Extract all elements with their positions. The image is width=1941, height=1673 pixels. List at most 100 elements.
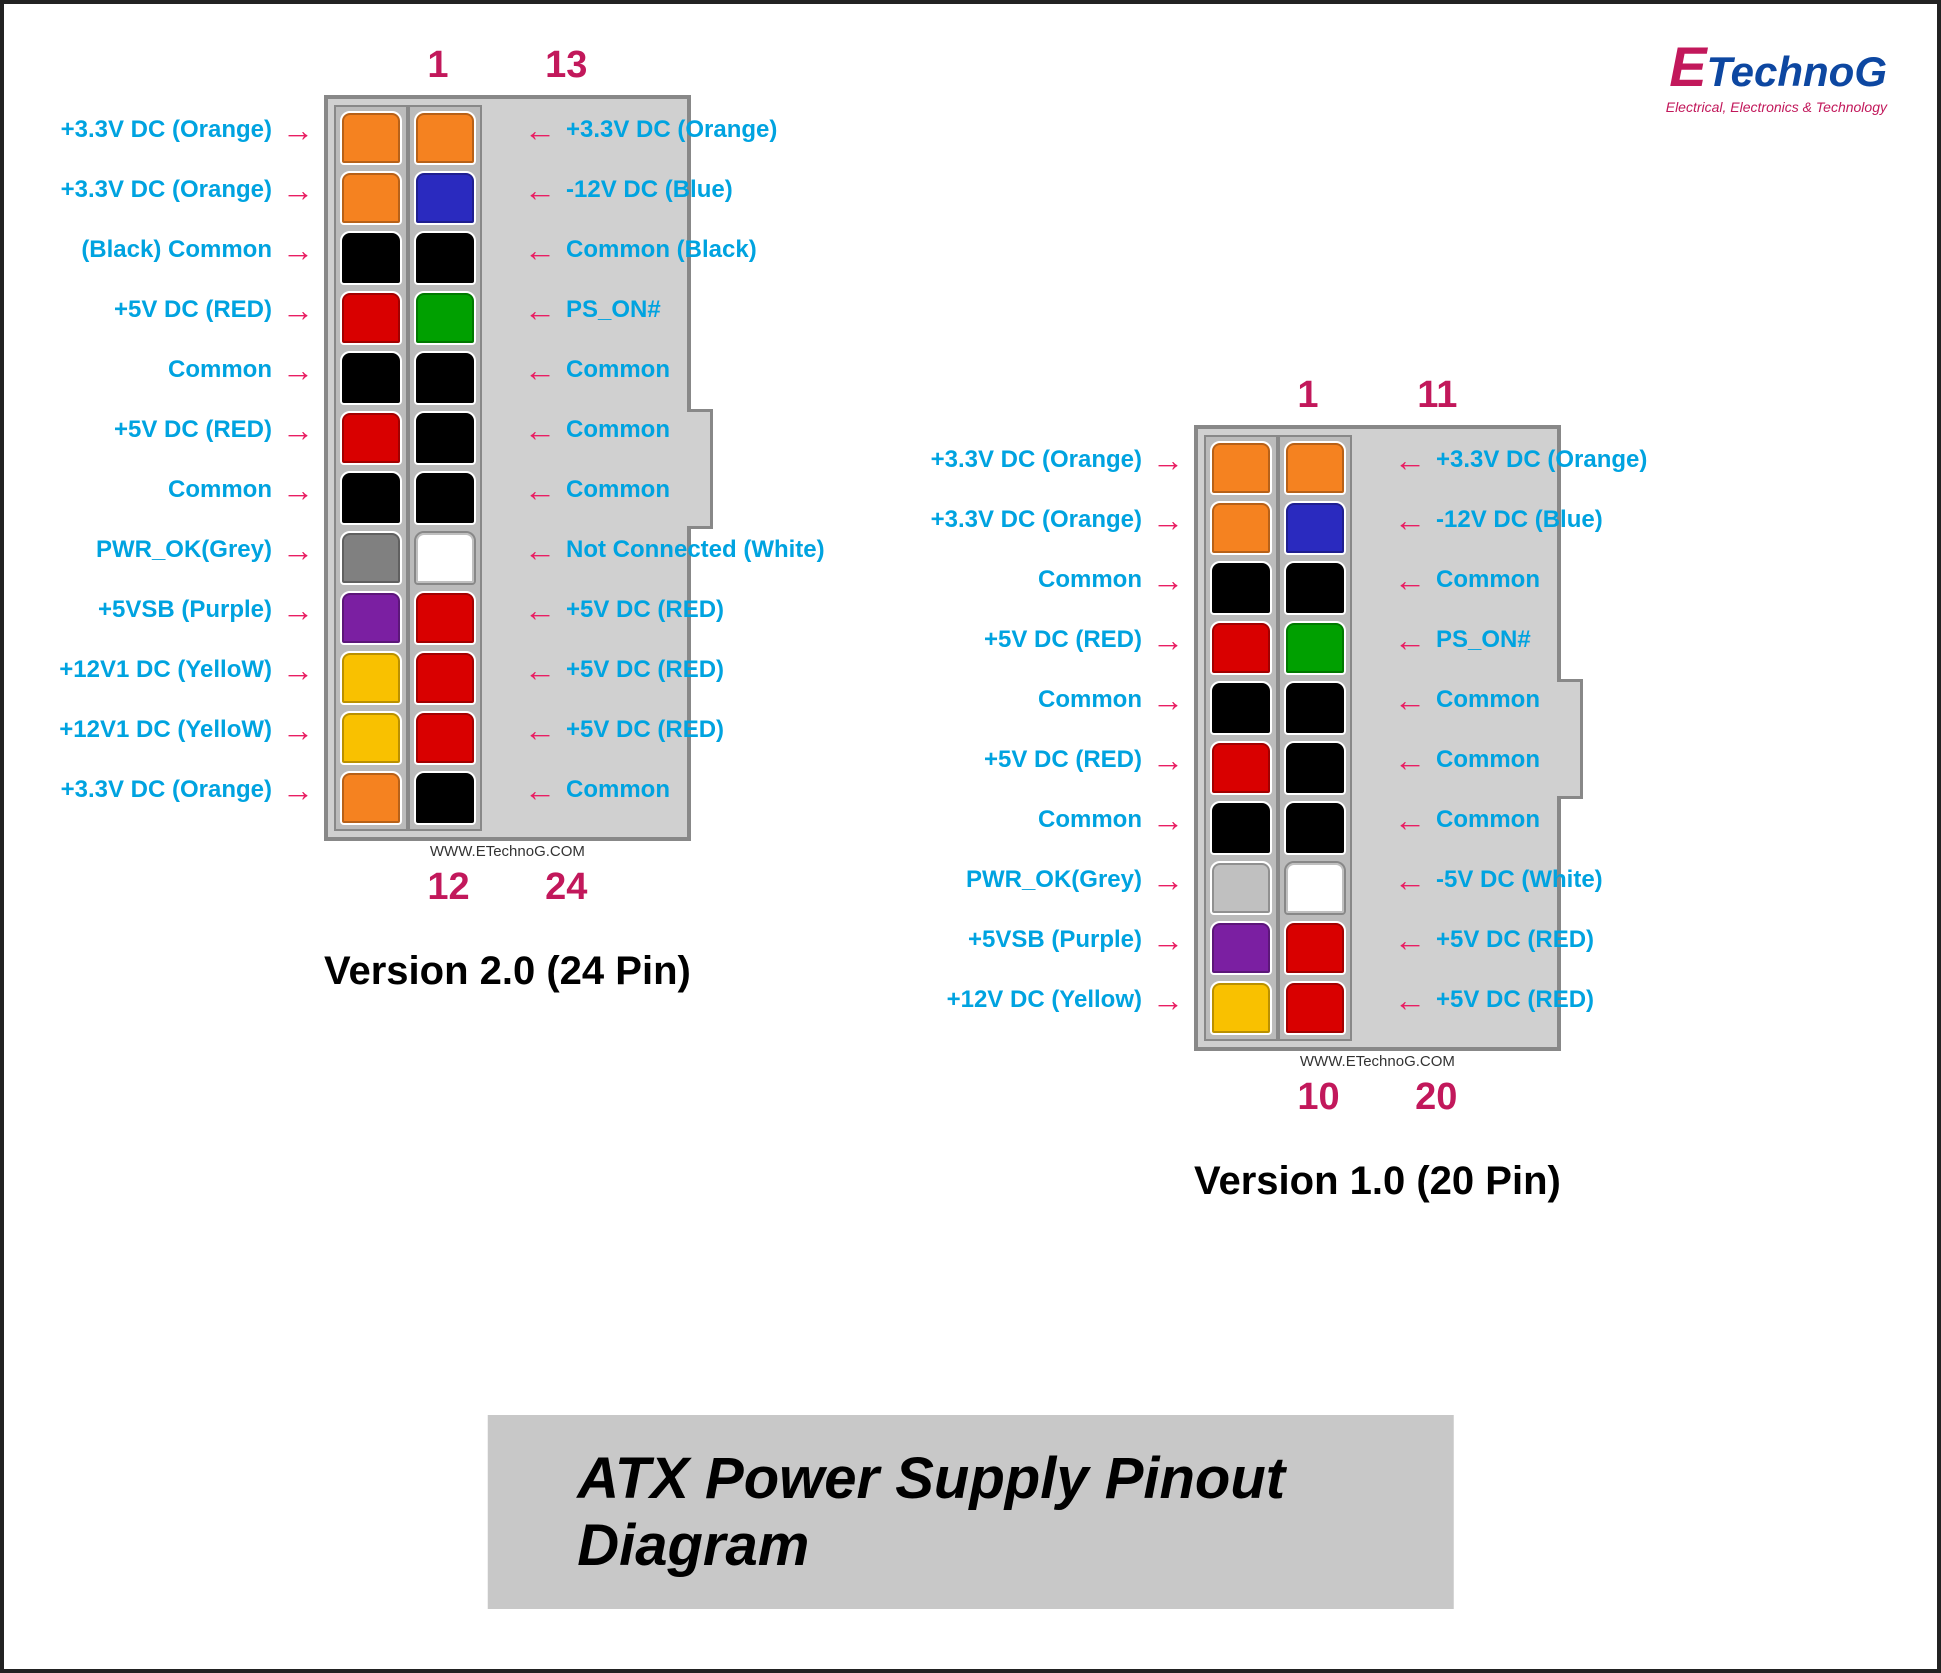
arrow-right-icon: → bbox=[282, 774, 314, 806]
pin-number-bot-left: 12 bbox=[427, 866, 469, 909]
pin bbox=[340, 231, 402, 285]
arrow-left-icon: ← bbox=[524, 414, 556, 446]
label-row: +5V DC (RED)→ bbox=[884, 610, 1184, 670]
connector-20pin-block: 1 11 +3.3V DC (Orange)→+3.3V DC (Orange)… bbox=[1194, 374, 1561, 1204]
arrow-left-icon: ← bbox=[524, 114, 556, 146]
pin bbox=[1210, 501, 1272, 555]
pin-number-top-right: 13 bbox=[545, 44, 587, 87]
pin-label: +5V DC (RED) bbox=[566, 716, 724, 744]
bottom-pin-numbers: 10 20 bbox=[1297, 1076, 1457, 1119]
label-row: ←+3.3V DC (Orange) bbox=[524, 100, 825, 160]
arrow-right-icon: → bbox=[282, 474, 314, 506]
top-pin-numbers: 1 13 bbox=[427, 44, 587, 87]
pin-label: Common bbox=[1436, 746, 1540, 774]
pin bbox=[414, 471, 476, 525]
arrow-left-icon: ← bbox=[524, 234, 556, 266]
label-row: +5V DC (RED)→ bbox=[14, 280, 314, 340]
pin bbox=[1284, 861, 1346, 915]
arrow-right-icon: → bbox=[1152, 864, 1184, 896]
arrow-right-icon: → bbox=[282, 354, 314, 386]
pin-label: Common bbox=[566, 416, 670, 444]
main-title-box: ATX Power Supply Pinout Diagram bbox=[487, 1415, 1454, 1609]
arrow-left-icon: ← bbox=[1394, 684, 1426, 716]
pin bbox=[414, 711, 476, 765]
pin-number-bot-left: 10 bbox=[1297, 1076, 1339, 1119]
version-title: Version 2.0 (24 Pin) bbox=[324, 949, 691, 994]
arrow-left-icon: ← bbox=[1394, 864, 1426, 896]
pin bbox=[1284, 621, 1346, 675]
pin-label: +12V1 DC (YelloW) bbox=[59, 656, 272, 684]
pin-label: (Black) Common bbox=[81, 236, 272, 264]
arrow-left-icon: ← bbox=[1394, 984, 1426, 1016]
pin-number-top-left: 1 bbox=[427, 44, 448, 87]
pin-label: +3.3V DC (Orange) bbox=[931, 446, 1142, 474]
pin-label: +3.3V DC (Orange) bbox=[931, 506, 1142, 534]
main-title: ATX Power Supply Pinout Diagram bbox=[577, 1445, 1364, 1579]
pin bbox=[1284, 741, 1346, 795]
arrow-right-icon: → bbox=[282, 714, 314, 746]
pin-label: Common (Black) bbox=[566, 236, 757, 264]
pin-label: +5V DC (RED) bbox=[984, 746, 1142, 774]
pin bbox=[1210, 741, 1272, 795]
arrow-right-icon: → bbox=[282, 114, 314, 146]
pin-label: +3.3V DC (Orange) bbox=[1436, 446, 1647, 474]
pin-label: +12V1 DC (YelloW) bbox=[59, 716, 272, 744]
pin bbox=[1284, 441, 1346, 495]
arrow-right-icon: → bbox=[1152, 804, 1184, 836]
label-row: ←Common bbox=[1394, 790, 1647, 850]
label-row: ←Common bbox=[1394, 670, 1647, 730]
watermark-text: WWW.ETechnoG.COM bbox=[324, 843, 691, 860]
pin bbox=[414, 651, 476, 705]
label-row: +12V1 DC (YelloW)→ bbox=[14, 640, 314, 700]
pin bbox=[414, 111, 476, 165]
pin bbox=[340, 171, 402, 225]
pin bbox=[414, 771, 476, 825]
pin-number-bot-right: 24 bbox=[545, 866, 587, 909]
label-row: +3.3V DC (Orange) → bbox=[884, 490, 1184, 550]
arrow-right-icon: → bbox=[282, 174, 314, 206]
pin bbox=[1210, 981, 1272, 1035]
pin bbox=[1210, 441, 1272, 495]
pin bbox=[1284, 801, 1346, 855]
label-row: ←-5V DC (White) bbox=[1394, 850, 1647, 910]
arrow-right-icon: → bbox=[1152, 924, 1184, 956]
pin-label: +5V DC (RED) bbox=[566, 656, 724, 684]
arrow-right-icon: → bbox=[282, 294, 314, 326]
label-row: ← Common bbox=[524, 400, 825, 460]
labels-left: +3.3V DC (Orange) → +3.3V DC (Orange) → Comm… bbox=[884, 430, 1184, 1030]
arrow-right-icon: → bbox=[1152, 504, 1184, 536]
arrow-left-icon: ← bbox=[1394, 804, 1426, 836]
pin-label: PWR_OK(Grey) bbox=[96, 536, 272, 564]
pin-label: +3.3V DC (Orange) bbox=[61, 176, 272, 204]
label-row: ←Common bbox=[1394, 730, 1647, 790]
label-row: ←Common bbox=[524, 340, 825, 400]
label-row: +5V DC (RED)→ bbox=[884, 730, 1184, 790]
label-row: +3.3V DC (Orange) → bbox=[14, 160, 314, 220]
arrow-left-icon: ← bbox=[524, 714, 556, 746]
connector-24pin-block: 1 13 +3.3V DC (Orange)→+3.3V DC (Orange)… bbox=[324, 44, 691, 994]
arrow-right-icon: → bbox=[1152, 684, 1184, 716]
label-row: +5VSB (Purple) → bbox=[14, 580, 314, 640]
arrow-right-icon: → bbox=[282, 594, 314, 626]
pin-label: Common bbox=[168, 356, 272, 384]
label-row: +5VSB (Purple)→ bbox=[884, 910, 1184, 970]
label-row: ←Common bbox=[524, 760, 825, 820]
pin-label: Not Connected (White) bbox=[566, 536, 825, 564]
pin bbox=[414, 591, 476, 645]
arrow-right-icon: → bbox=[282, 534, 314, 566]
label-row: ←-12V DC (Blue) bbox=[1394, 490, 1647, 550]
pin-label: -12V DC (Blue) bbox=[566, 176, 733, 204]
label-row: ←Common bbox=[524, 460, 825, 520]
pin-label: +5VSB (Purple) bbox=[98, 596, 272, 624]
pin bbox=[1210, 561, 1272, 615]
label-row: Common→ bbox=[884, 550, 1184, 610]
pin-label: +5V DC (RED) bbox=[984, 626, 1142, 654]
pin bbox=[1284, 501, 1346, 555]
pin-label: Common bbox=[1038, 566, 1142, 594]
pin-label: Common bbox=[168, 476, 272, 504]
logo-text: ETechnoG bbox=[1666, 34, 1887, 99]
label-row: ←PS_ON# bbox=[524, 280, 825, 340]
pin bbox=[414, 411, 476, 465]
pin-label: +5V DC (RED) bbox=[114, 416, 272, 444]
label-row: PWR_OK(Grey) → bbox=[14, 520, 314, 580]
